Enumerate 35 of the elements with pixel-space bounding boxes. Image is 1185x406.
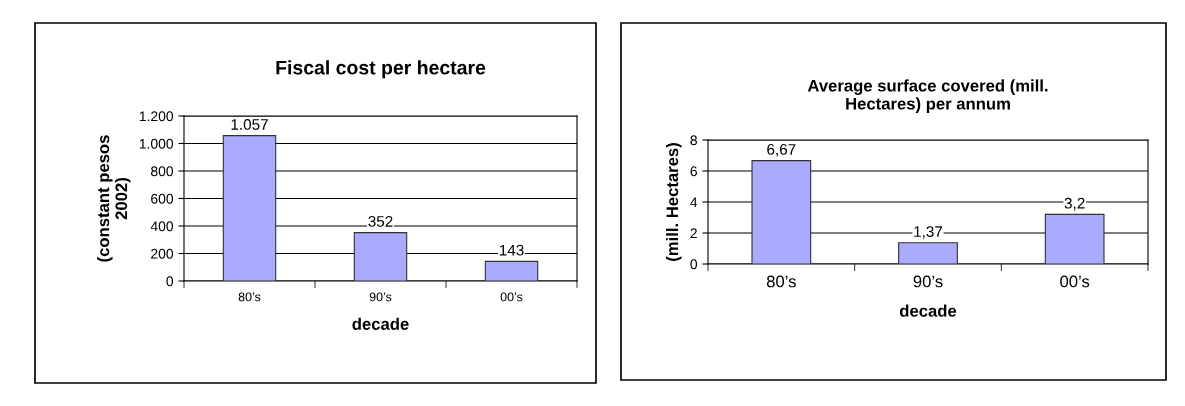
x-tick-label: 00’s (1060, 275, 1090, 288)
y-tick-label: 1.000 (139, 138, 174, 149)
data-label: 1,37 (914, 226, 943, 239)
y-axis-title: (constant pesos 2002) (97, 135, 131, 262)
bar (484, 260, 539, 281)
x-tick-label: 90’s (369, 292, 392, 302)
y-tick-label: 0 (690, 259, 698, 270)
y-tick-label: 800 (151, 166, 174, 177)
x-axis-title: decade (352, 317, 409, 330)
x-tick-label: 80’s (766, 275, 796, 288)
x-axis-title: decade (899, 304, 957, 317)
y-tick-label: 400 (150, 221, 174, 232)
y-tick-label: 600 (151, 193, 174, 204)
bar (751, 160, 812, 264)
y-axis-title: (mill. Hectares) (665, 143, 682, 261)
data-label: 6,67 (767, 144, 796, 157)
y-tick-label: 8 (690, 135, 697, 146)
y-tick-label: 0 (166, 276, 174, 287)
y-tick-label: 200 (151, 248, 174, 259)
chart-title: Fiscal cost per hectare (276, 60, 486, 79)
y-tick-label: 6 (690, 166, 697, 177)
bar (1044, 213, 1105, 264)
y-tick-label: 4 (690, 197, 698, 208)
y-tick-label: 1.200 (139, 111, 174, 122)
x-tick-label: 90’s (913, 275, 943, 288)
bar (353, 232, 408, 281)
data-label: 3,2 (1064, 197, 1085, 211)
data-label: 1.057 (231, 119, 268, 130)
bar (898, 242, 958, 264)
data-label: 143 (499, 244, 524, 256)
x-tick-label: 80’s (238, 292, 261, 302)
chart-title: Average surface covered (mill. Hectares) per annum (807, 79, 1048, 113)
data-label: 352 (368, 215, 393, 227)
y-tick-label: 2 (690, 228, 697, 239)
x-tick-label: 00’s (500, 292, 523, 302)
